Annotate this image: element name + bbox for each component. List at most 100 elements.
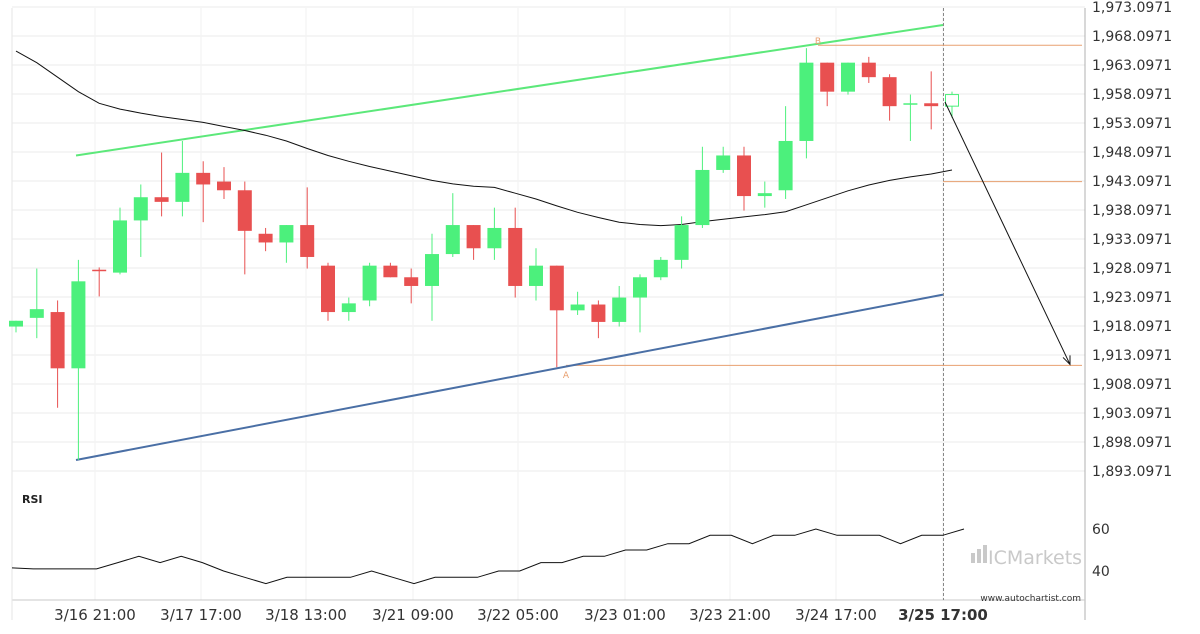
- candle: [653, 256, 668, 281]
- candle: [133, 184, 148, 257]
- candle-body: [612, 297, 627, 322]
- x-tick-label: 3/18 13:00: [265, 606, 347, 624]
- support-trendline: [75, 293, 944, 461]
- candle-body: [50, 312, 65, 369]
- grid: [12, 6, 1085, 600]
- candle: [549, 265, 564, 368]
- rsi-axis-labels: 60 40: [1092, 522, 1110, 580]
- x-tick-label: 3/23 01:00: [584, 606, 666, 624]
- candle: [924, 71, 939, 130]
- candle-body: [924, 103, 939, 107]
- y-tick-label: 1,928.0971: [1092, 261, 1172, 277]
- candle-body: [529, 265, 543, 286]
- candle: [362, 262, 377, 307]
- y-tick-label: 1,933.0971: [1092, 232, 1172, 248]
- y-tick-label: 1,973.0971: [1092, 0, 1172, 16]
- candle: [487, 207, 502, 260]
- x-tick-label: 3/17 17:00: [160, 606, 242, 624]
- x-axis-labels: 3/16 21:00 3/17 17:00 3/18 13:00 3/21 09:00…: [54, 606, 988, 624]
- candle-body: [341, 303, 356, 313]
- y-tick-label: 1,968.0971: [1092, 29, 1172, 45]
- candle-body: [591, 304, 606, 322]
- candle: [175, 140, 190, 217]
- candle-body: [633, 277, 647, 298]
- candle: [778, 106, 793, 199]
- candle: [341, 297, 356, 321]
- candle-body: [196, 172, 211, 185]
- watermark-logo-text: ICMarkets: [988, 547, 1082, 569]
- x-tick-label: 3/25 17:00: [898, 606, 988, 624]
- candle: [383, 262, 398, 278]
- candle-body: [945, 94, 959, 107]
- candle: [154, 152, 169, 217]
- candle: [445, 193, 460, 257]
- candle-body: [217, 181, 231, 191]
- candle-body: [92, 269, 107, 272]
- candle-body: [799, 62, 814, 141]
- candle: [757, 181, 772, 208]
- candle: [612, 285, 627, 327]
- candle-body: [154, 197, 169, 202]
- x-tick-label: 3/23 21:00: [689, 606, 771, 624]
- candle: [861, 56, 876, 83]
- candle-body: [258, 233, 273, 243]
- candle: [29, 268, 44, 339]
- candle-body: [300, 225, 315, 257]
- y-tick-label: 1,903.0971: [1092, 406, 1172, 422]
- candle-body: [757, 193, 772, 197]
- candle: [737, 146, 751, 211]
- candle-body: [71, 281, 86, 369]
- candle: [217, 167, 231, 199]
- horizontal-levels: [566, 44, 1082, 366]
- candle: [799, 48, 814, 159]
- candle-body: [549, 265, 564, 311]
- point-a-label: A: [563, 371, 570, 381]
- candle-body: [861, 62, 876, 78]
- y-tick-label: 1,953.0971: [1092, 116, 1172, 132]
- candle: [945, 91, 959, 118]
- candle-body: [778, 140, 793, 191]
- candle: [300, 187, 315, 269]
- moving-average: [15, 50, 953, 227]
- x-tick-label: 3/21 09:00: [372, 606, 454, 624]
- y-tick-label: 1,923.0971: [1092, 290, 1172, 306]
- candle: [71, 259, 86, 460]
- plot-background: [12, 8, 1085, 620]
- forecast-arrow: [944, 101, 1071, 366]
- candle-body: [841, 62, 855, 92]
- candle-body: [321, 265, 335, 313]
- y-tick-label: 1,913.0971: [1092, 348, 1172, 364]
- x-tick-label: 3/16 21:00: [54, 606, 136, 624]
- candle: [425, 233, 439, 321]
- rsi-tick-label: 40: [1092, 564, 1110, 580]
- candle-body: [903, 103, 918, 105]
- candle-body: [570, 304, 585, 311]
- candle: [113, 207, 127, 275]
- candle-body: [113, 220, 127, 273]
- candle: [882, 74, 897, 121]
- candle-body: [175, 172, 190, 202]
- candle: [841, 62, 855, 95]
- candle: [404, 268, 419, 304]
- candle-body: [445, 225, 460, 255]
- candle: [903, 94, 918, 141]
- candle-body: [237, 190, 252, 231]
- candle-body: [9, 320, 23, 327]
- candle: [674, 216, 689, 269]
- candle: [570, 291, 585, 315]
- candle-body: [653, 259, 668, 278]
- candle-body: [466, 225, 481, 249]
- moving-average-line: [15, 50, 953, 227]
- y-tick-label: 1,918.0971: [1092, 319, 1172, 335]
- candles: [9, 48, 959, 460]
- x-tick-label: 3/22 05:00: [477, 606, 559, 624]
- forecast-arrow-line: [944, 101, 1071, 365]
- candle-body: [279, 225, 294, 243]
- rsi-polyline: [11, 528, 965, 585]
- y-tick-label: 1,908.0971: [1092, 377, 1172, 393]
- candle-body: [425, 254, 439, 286]
- candle: [9, 320, 23, 333]
- candle: [529, 248, 543, 301]
- candle: [716, 146, 731, 173]
